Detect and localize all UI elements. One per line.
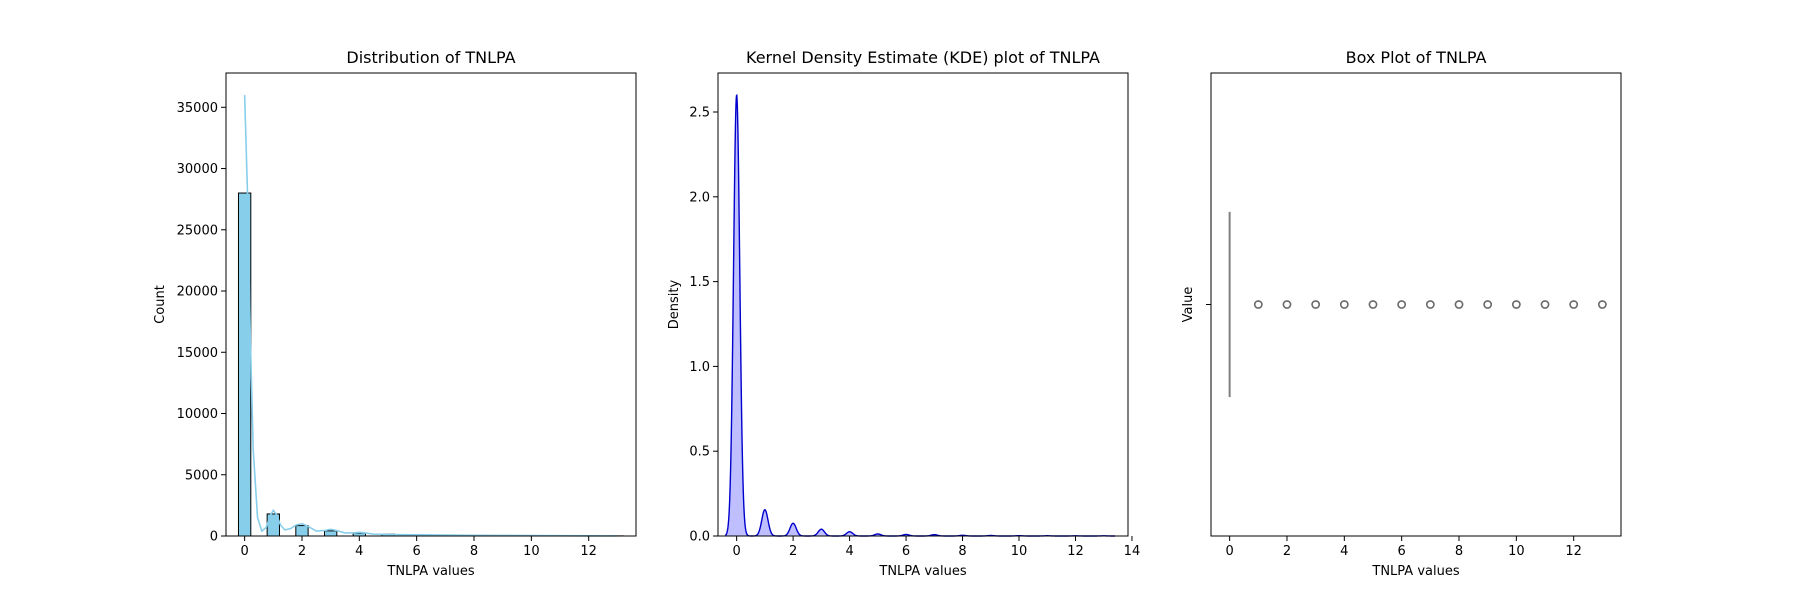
boxplot-xtick-label: 8 <box>1455 544 1463 559</box>
histogram-xtick-label: 2 <box>298 544 306 559</box>
boxplot-outlier <box>1454 300 1464 309</box>
boxplot-outlier <box>1540 300 1550 309</box>
histogram-xtick-label: 4 <box>355 544 363 559</box>
boxplot-xtick-label: 12 <box>1565 544 1582 559</box>
boxplot-xtick-label: 2 <box>1283 544 1291 559</box>
boxplot-xtick-label: 0 <box>1225 544 1233 559</box>
kde-xtick-label: 4 <box>845 544 853 559</box>
boxplot-outlier <box>1368 300 1378 309</box>
kde-xtick-label: 0 <box>732 544 740 559</box>
histogram-ylabel: Count <box>153 285 168 324</box>
kde-xtick-label: 8 <box>958 544 966 559</box>
boxplot-outlier <box>1597 300 1607 309</box>
kde-ytick-label: 1.5 <box>689 275 710 290</box>
kde-ylabel: Density <box>667 279 682 329</box>
histogram-xtick-label: 8 <box>470 544 478 559</box>
kde-ytick-label: 0.0 <box>689 530 710 545</box>
histogram-panel: Distribution of TNLPA 0 2 4 6 8 10 12 0 5000 1000… <box>153 48 637 579</box>
histogram-frame <box>225 72 637 537</box>
kde-title: Kernel Density Estimate (KDE) plot of TN… <box>746 48 1100 67</box>
boxplot-outlier <box>1311 300 1321 309</box>
kde-panel: Kernel Density Estimate (KDE) plot of TN… <box>667 48 1140 579</box>
kde-ticks: 0 2 4 6 8 10 12 14 0.0 0.5 1.0 1.5 2.0 2.5 <box>689 106 1140 559</box>
histogram-ytick-label: 35000 <box>177 101 218 116</box>
boxplot-xtick-label: 10 <box>1508 544 1525 559</box>
kde-ytick-label: 1.0 <box>689 360 710 375</box>
histogram-ytick-label: 5000 <box>185 468 218 483</box>
kde-ytick-label: 0.5 <box>689 445 710 460</box>
kde-xtick-label: 2 <box>789 544 797 559</box>
histogram-ytick-label: 30000 <box>177 162 218 177</box>
histogram-xtick-label: 0 <box>240 544 248 559</box>
kde-xtick-label: 6 <box>902 544 910 559</box>
boxplot-outlier <box>1425 300 1435 309</box>
boxplot-xtick-label: 6 <box>1398 544 1406 559</box>
histogram-ytick-label: 25000 <box>177 223 218 238</box>
histogram-xlabel: TNLPA values <box>386 564 474 579</box>
histogram-ytick-label: 10000 <box>177 407 218 422</box>
boxplot-outlier <box>1339 300 1349 309</box>
histogram-ticks: 0 2 4 6 8 10 12 0 5000 10000 15000 20000 25000 30000 3… <box>177 101 597 559</box>
boxplot-xlabel: TNLPA values <box>1371 564 1459 579</box>
kde-xtick-label: 12 <box>1067 544 1084 559</box>
histogram-xtick-label: 6 <box>413 544 421 559</box>
histogram-bar <box>295 525 309 537</box>
histogram-xtick-label: 12 <box>580 544 597 559</box>
boxplot-outlier <box>1483 300 1493 309</box>
kde-xtick-label: 10 <box>1011 544 1028 559</box>
boxplot-ticks: 0 2 4 6 8 10 12 <box>1206 304 1582 559</box>
boxplot-ylabel: Value <box>1181 287 1196 323</box>
boxplot-outlier <box>1253 300 1263 309</box>
histogram-kde-line <box>243 95 618 537</box>
histogram-xtick-label: 10 <box>523 544 540 559</box>
boxplot-marks <box>1228 211 1607 398</box>
boxplot-outlier <box>1282 300 1292 309</box>
histogram-ytick-label: 15000 <box>177 346 218 361</box>
kde-xtick-label: 14 <box>1124 544 1141 559</box>
histogram-title: Distribution of TNLPA <box>346 48 515 67</box>
boxplot-panel: Box Plot of TNLPA 0 2 4 6 8 10 12 TNLPA values… <box>1181 48 1622 579</box>
kde-xlabel: TNLPA values <box>878 564 966 579</box>
kde-frame <box>717 72 1129 537</box>
kde-ytick-label: 2.0 <box>689 190 710 205</box>
boxplot-title: Box Plot of TNLPA <box>1346 48 1487 67</box>
boxplot-xtick-label: 4 <box>1340 544 1348 559</box>
histogram-ytick-label: 0 <box>210 530 218 545</box>
boxplot-frame <box>1210 72 1622 537</box>
boxplot-outlier <box>1397 300 1407 309</box>
kde-ytick-label: 2.5 <box>689 106 710 121</box>
histogram-bar <box>323 530 338 537</box>
boxplot-outlier <box>1511 300 1521 309</box>
boxplot-outlier <box>1569 300 1579 309</box>
histogram-ytick-label: 20000 <box>177 285 218 300</box>
